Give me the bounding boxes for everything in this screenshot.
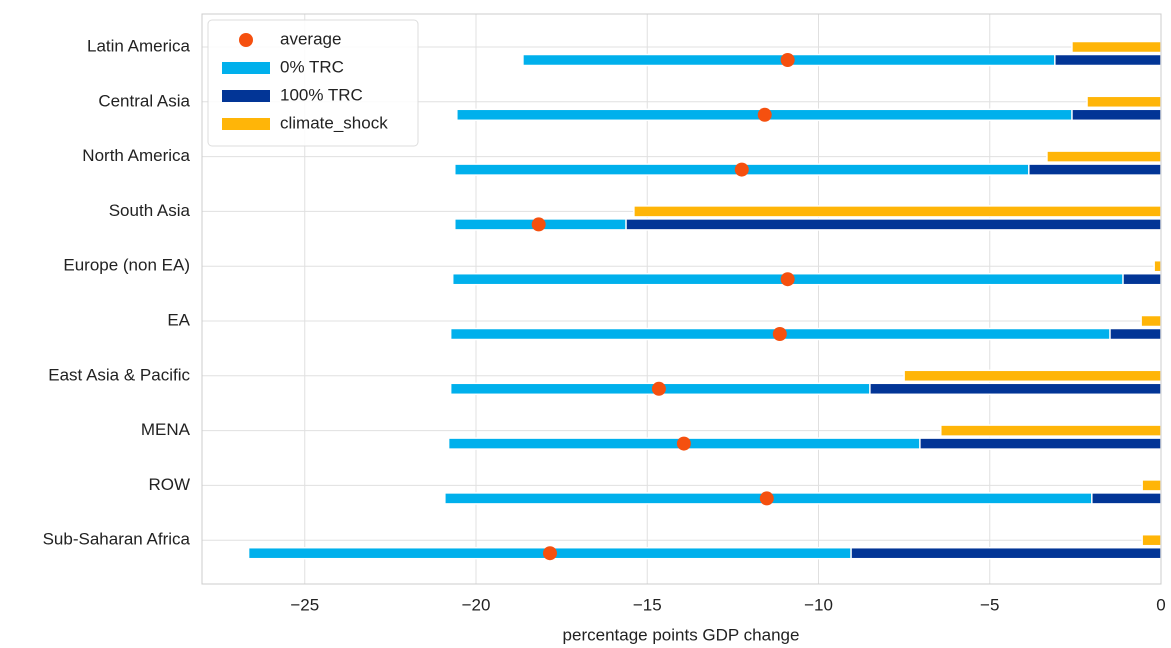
bar bbox=[1071, 40, 1162, 54]
y-tick-label: MENA bbox=[141, 420, 191, 439]
bar bbox=[1028, 163, 1162, 176]
legend-label: average bbox=[280, 29, 341, 48]
y-tick-label: North America bbox=[82, 146, 190, 165]
bar bbox=[633, 205, 1162, 218]
average-dot bbox=[757, 107, 772, 122]
average-dot bbox=[651, 381, 666, 396]
average-dot bbox=[780, 53, 795, 67]
y-tick-label: Europe (non EA) bbox=[63, 256, 190, 275]
legend-marker bbox=[239, 33, 253, 47]
x-tick-label: −20 bbox=[462, 595, 491, 614]
y-tick-label: Central Asia bbox=[98, 91, 190, 110]
legend-label: 0% TRC bbox=[280, 57, 344, 76]
average-dot bbox=[531, 217, 546, 232]
bar bbox=[1109, 327, 1162, 341]
average-dot bbox=[772, 327, 787, 341]
plot-frame bbox=[201, 13, 1162, 585]
legend-label: climate_shock bbox=[280, 113, 388, 132]
bar bbox=[869, 382, 1162, 396]
legend-box bbox=[207, 19, 419, 147]
average-dot bbox=[734, 162, 749, 177]
average-dot bbox=[759, 491, 774, 506]
bar bbox=[1054, 53, 1162, 67]
bar bbox=[850, 546, 1162, 560]
bar bbox=[1141, 479, 1162, 492]
bar bbox=[1086, 95, 1162, 109]
bar bbox=[1122, 272, 1162, 286]
bar bbox=[444, 492, 1162, 505]
bar bbox=[1153, 259, 1162, 273]
y-tick-label: Sub-Saharan Africa bbox=[43, 530, 191, 549]
x-tick-label: 0 bbox=[1156, 595, 1165, 614]
x-axis-title: percentage points GDP change bbox=[563, 625, 800, 644]
average-dot bbox=[542, 546, 557, 561]
bar bbox=[456, 108, 1162, 122]
bar bbox=[625, 218, 1162, 231]
average-dot bbox=[780, 272, 795, 287]
legend-marker bbox=[222, 62, 270, 74]
x-tick-label: −15 bbox=[633, 595, 662, 614]
legend-marker bbox=[222, 90, 270, 102]
legend-marker bbox=[222, 118, 270, 130]
y-tick-label: ROW bbox=[148, 475, 190, 494]
x-tick-label: −5 bbox=[980, 595, 999, 614]
bar bbox=[1140, 314, 1162, 328]
bar bbox=[903, 369, 1162, 383]
bar bbox=[1091, 492, 1162, 505]
x-tick-label: −25 bbox=[290, 595, 319, 614]
legend-label: 100% TRC bbox=[280, 85, 363, 104]
y-tick-label: South Asia bbox=[109, 201, 191, 220]
average-dot bbox=[676, 436, 691, 451]
bar bbox=[1046, 150, 1162, 163]
bar bbox=[919, 437, 1162, 450]
bar bbox=[449, 327, 1162, 341]
bar bbox=[1141, 533, 1162, 547]
y-tick-label: Latin America bbox=[87, 36, 191, 55]
bar bbox=[451, 272, 1162, 286]
bar bbox=[1071, 108, 1162, 122]
x-tick-label: −10 bbox=[804, 595, 833, 614]
bar bbox=[940, 424, 1162, 437]
y-tick-label: EA bbox=[167, 310, 190, 329]
y-tick-label: East Asia & Pacific bbox=[48, 365, 190, 384]
